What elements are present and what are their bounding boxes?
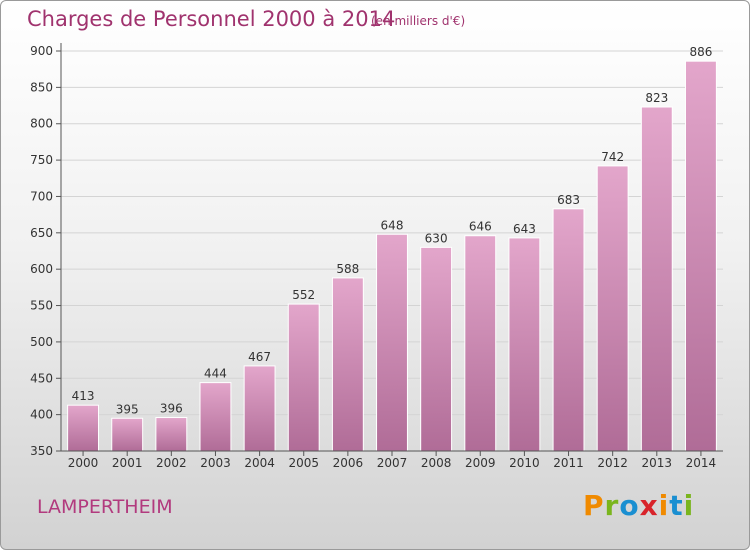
- x-tick-label-2004: 2004: [244, 456, 275, 470]
- data-label-2014: 886: [689, 45, 712, 59]
- data-labels: 413 395 396 444 467 552 588 648 630 646 643 683 742 8…: [72, 45, 713, 416]
- x-tick-label-2005: 2005: [288, 456, 319, 470]
- data-label-2001: 395: [116, 402, 139, 416]
- y-tick-label: 400: [30, 408, 53, 422]
- data-label-2004: 467: [248, 350, 271, 364]
- bar-2010: [508, 237, 541, 452]
- logo-letter: t: [669, 489, 684, 522]
- y-tick-label: 800: [30, 117, 53, 131]
- bar-2005: [287, 303, 320, 452]
- y-tick-label: 600: [30, 262, 53, 276]
- bar-2003: [199, 382, 232, 452]
- bar-2013: [640, 106, 673, 452]
- chart-title: Charges de Personnel 2000 à 2014: [27, 7, 396, 31]
- y-tick-label: 550: [30, 299, 53, 313]
- x-tick-label-2012: 2012: [597, 456, 628, 470]
- data-label-2002: 396: [160, 402, 183, 416]
- bar-2009: [464, 235, 497, 452]
- logo-letter: x: [639, 489, 659, 522]
- data-label-2003: 444: [204, 367, 227, 381]
- x-tick-label-2013: 2013: [642, 456, 673, 470]
- x-tick-label-2008: 2008: [421, 456, 452, 470]
- y-tick-label: 700: [30, 189, 53, 203]
- bar-2000: [67, 404, 100, 452]
- commune-name: LAMPERTHEIM: [37, 496, 173, 518]
- bar-2012: [596, 165, 629, 452]
- y-tick-label: 500: [30, 335, 53, 349]
- data-label-2009: 646: [469, 220, 492, 234]
- logo-letter: o: [619, 489, 640, 522]
- bar-2011: [552, 208, 585, 452]
- axes: 350 400 450 500 550 600 650 700 750 800 850 900 2000…: [30, 43, 723, 470]
- x-tick-label-2006: 2006: [333, 456, 364, 470]
- logo-letter: i: [683, 489, 695, 522]
- data-label-2011: 683: [557, 193, 580, 207]
- bar-2004: [243, 365, 276, 452]
- logo-letter: P: [583, 489, 605, 522]
- data-label-2013: 823: [645, 91, 668, 105]
- data-label-2005: 552: [292, 288, 315, 302]
- x-tick-label-2000: 2000: [68, 456, 99, 470]
- bar-2006: [331, 277, 364, 452]
- logo-letter: r: [604, 489, 620, 522]
- x-tick-label-2007: 2007: [377, 456, 408, 470]
- bar-2014: [684, 60, 717, 452]
- x-tick-label-2014: 2014: [686, 456, 717, 470]
- bars: [67, 60, 717, 452]
- x-tick-label-2002: 2002: [156, 456, 187, 470]
- x-tick-label-2003: 2003: [200, 456, 231, 470]
- x-tick-label-2011: 2011: [553, 456, 584, 470]
- y-tick-label: 350: [30, 444, 53, 458]
- bar-2008: [420, 246, 453, 452]
- data-label-2007: 648: [381, 218, 404, 232]
- y-tick-label: 900: [30, 44, 53, 58]
- data-label-2012: 742: [601, 150, 624, 164]
- data-label-2010: 643: [513, 222, 536, 236]
- data-label-2000: 413: [72, 389, 95, 403]
- x-tick-label-2009: 2009: [465, 456, 496, 470]
- chart-subtitle: (en milliers d'€): [371, 14, 466, 28]
- y-tick-label: 650: [30, 226, 53, 240]
- x-tick-label-2010: 2010: [509, 456, 540, 470]
- logo-letter: i: [658, 489, 670, 522]
- y-tick-label: 450: [30, 371, 53, 385]
- data-label-2008: 630: [425, 231, 448, 245]
- bar-2002: [155, 417, 188, 452]
- x-tick-label-2001: 2001: [112, 456, 143, 470]
- y-tick-label: 850: [30, 80, 53, 94]
- y-tick-label: 750: [30, 153, 53, 167]
- data-label-2006: 588: [336, 262, 359, 276]
- bar-2007: [376, 233, 408, 452]
- proxiti-logo[interactable]: Proxiti: [583, 489, 694, 522]
- bar-2001: [111, 417, 144, 452]
